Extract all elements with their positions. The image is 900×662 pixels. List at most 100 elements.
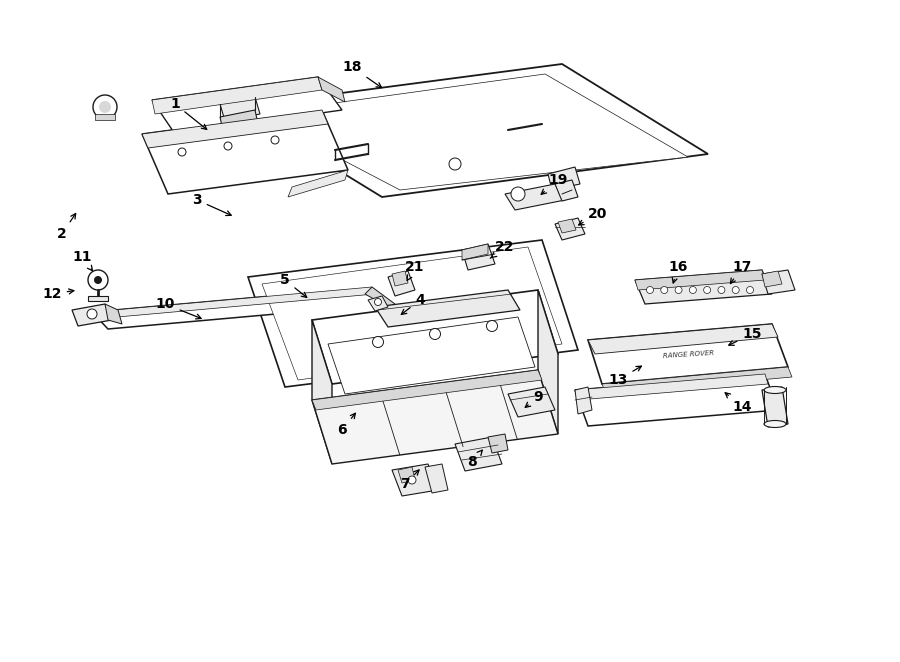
Text: 14: 14 [725, 393, 752, 414]
Polygon shape [508, 387, 555, 417]
Circle shape [733, 287, 739, 293]
Circle shape [224, 142, 232, 150]
Polygon shape [398, 467, 415, 483]
Text: 19: 19 [541, 173, 568, 194]
Polygon shape [220, 110, 258, 131]
Circle shape [487, 320, 498, 332]
Polygon shape [762, 387, 788, 427]
Circle shape [449, 158, 461, 170]
Circle shape [718, 287, 724, 293]
Polygon shape [95, 114, 115, 120]
Polygon shape [762, 270, 795, 294]
Text: 8: 8 [467, 450, 482, 469]
Polygon shape [248, 240, 578, 387]
Text: 7: 7 [400, 470, 419, 491]
Polygon shape [142, 110, 328, 148]
Circle shape [374, 299, 382, 305]
Circle shape [646, 287, 653, 293]
Circle shape [271, 136, 279, 144]
Polygon shape [368, 296, 388, 311]
Ellipse shape [764, 420, 786, 428]
Circle shape [511, 187, 525, 201]
Ellipse shape [764, 387, 786, 393]
Polygon shape [575, 374, 778, 426]
Polygon shape [312, 320, 332, 464]
Text: 15: 15 [729, 327, 761, 346]
Text: 20: 20 [579, 207, 608, 225]
Polygon shape [762, 271, 782, 287]
Polygon shape [142, 110, 348, 194]
Polygon shape [575, 387, 592, 414]
Polygon shape [255, 74, 688, 190]
Polygon shape [152, 77, 322, 114]
Circle shape [178, 148, 186, 156]
Polygon shape [312, 370, 558, 464]
Polygon shape [555, 180, 578, 201]
Text: 10: 10 [156, 297, 201, 319]
Circle shape [99, 101, 111, 113]
Circle shape [689, 287, 697, 293]
Polygon shape [555, 218, 585, 240]
Text: 2: 2 [57, 213, 76, 241]
Polygon shape [462, 244, 495, 270]
Text: 3: 3 [193, 193, 231, 216]
Circle shape [93, 95, 117, 119]
Polygon shape [588, 324, 778, 354]
Polygon shape [388, 271, 415, 296]
Polygon shape [88, 296, 108, 301]
Polygon shape [602, 367, 792, 394]
Polygon shape [575, 374, 768, 400]
Text: RANGE ROVER: RANGE ROVER [662, 350, 714, 359]
Polygon shape [262, 247, 562, 380]
Polygon shape [365, 287, 395, 307]
Text: 11: 11 [72, 250, 93, 271]
Text: 18: 18 [342, 60, 382, 87]
Polygon shape [635, 270, 765, 290]
Polygon shape [488, 434, 508, 453]
Polygon shape [558, 219, 576, 233]
Polygon shape [462, 244, 488, 260]
Circle shape [704, 287, 711, 293]
Polygon shape [375, 290, 520, 327]
Polygon shape [392, 271, 408, 286]
Polygon shape [505, 184, 565, 210]
Text: 12: 12 [42, 287, 74, 301]
Polygon shape [288, 170, 348, 197]
Polygon shape [588, 324, 788, 384]
Circle shape [429, 328, 440, 340]
Polygon shape [538, 290, 558, 434]
Circle shape [94, 276, 102, 284]
Polygon shape [312, 370, 542, 410]
Text: 1: 1 [170, 97, 207, 129]
Circle shape [408, 476, 416, 484]
Polygon shape [220, 97, 260, 121]
Text: 16: 16 [669, 260, 688, 283]
Text: 5: 5 [280, 273, 307, 297]
Polygon shape [152, 77, 342, 134]
Polygon shape [392, 464, 438, 496]
Text: 4: 4 [401, 293, 425, 314]
Polygon shape [72, 304, 112, 326]
Text: 6: 6 [338, 413, 356, 437]
Polygon shape [235, 64, 708, 197]
Text: 13: 13 [608, 366, 642, 387]
Polygon shape [318, 77, 345, 102]
Polygon shape [328, 317, 535, 394]
Text: 22: 22 [491, 240, 515, 258]
Text: 21: 21 [405, 260, 425, 281]
Polygon shape [92, 287, 375, 319]
Polygon shape [105, 304, 122, 324]
Polygon shape [635, 270, 772, 304]
Text: 17: 17 [731, 260, 752, 283]
Text: 9: 9 [526, 390, 543, 407]
Circle shape [87, 309, 97, 319]
Circle shape [661, 287, 668, 293]
Circle shape [88, 270, 108, 290]
Polygon shape [548, 167, 580, 190]
Circle shape [373, 336, 383, 348]
Polygon shape [425, 464, 448, 493]
Polygon shape [312, 290, 558, 384]
Polygon shape [92, 287, 388, 329]
Circle shape [675, 287, 682, 293]
Polygon shape [455, 437, 502, 471]
